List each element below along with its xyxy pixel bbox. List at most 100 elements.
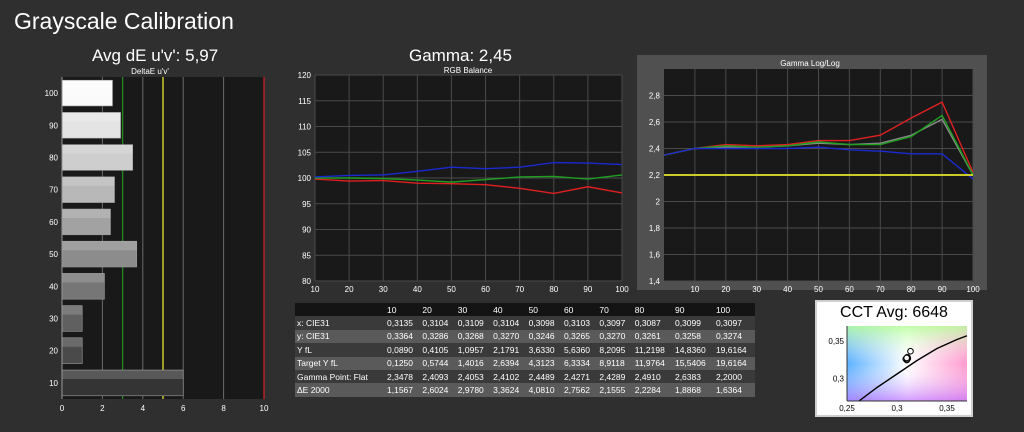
table-cell: 0,3087 — [634, 318, 661, 329]
gamma-series-line — [663, 146, 974, 180]
deltae-title: DeltaE u'v' — [131, 67, 169, 76]
table-cell: Target Y fL — [297, 358, 338, 369]
deltae-bar — [61, 208, 111, 236]
table-row: x: CIE31 0,3135 0,3104 0,3109 0,3104 0,3098 0,… — [295, 316, 755, 330]
table-cell: 19,6164 — [715, 358, 747, 369]
rgb-y-tick-label: 105 — [298, 148, 312, 157]
deltae-category-label: 70 — [49, 186, 58, 195]
gamma-x-tick-label: 30 — [752, 285, 761, 294]
table-cell: 2,4102 — [493, 371, 520, 382]
table-header-cell: 90 — [674, 304, 685, 315]
table-cell: 2,9780 — [457, 385, 484, 396]
table-cell: 2,4910 — [634, 371, 661, 382]
rgb-y-tick-label: 100 — [298, 174, 312, 183]
table-cell: 19,6164 — [715, 344, 747, 355]
table-header-cell: 30 — [457, 304, 468, 315]
deltae-bar-highlight — [62, 144, 133, 154]
table-cell: 2,3478 — [387, 371, 413, 382]
table-header-cell: 10 — [387, 304, 397, 315]
table-cell: 2,7562 — [563, 385, 590, 396]
table-row: y: CIE31 0,3364 0,3286 0,3268 0,3270 0,3246 0,… — [295, 329, 755, 344]
table-header-cell: 50 — [528, 304, 539, 315]
table-cell: 0,3268 — [457, 331, 484, 342]
rgb-y-tick-label: 95 — [302, 200, 311, 209]
table-cell: 0,3364 — [387, 331, 413, 342]
cie-x-tick-label: 0,25 — [839, 404, 855, 413]
measurement-table: 10 20 30 40 50 60 70 80 90 100 x: CIE31 0,3135 0,310… — [295, 303, 755, 397]
deltae-bar-highlight — [62, 305, 83, 315]
table-header-row: 10 20 30 40 50 60 70 80 90 100 — [295, 303, 755, 317]
table-header-cell: 100 — [715, 304, 731, 315]
rgb-y-tick-label: 110 — [298, 123, 311, 132]
table-cell: ΔE 2000 — [297, 385, 330, 396]
rgb-x-tick-label: 50 — [447, 285, 456, 294]
table-cell: 14,8360 — [674, 344, 706, 355]
gamma-x-tick-label: 10 — [690, 285, 699, 294]
gamma-series-line — [663, 101, 974, 173]
rgb-x-tick-label: 100 — [615, 285, 629, 294]
deltae-tick-label: 10 — [260, 404, 269, 413]
deltae-category-label: 20 — [49, 347, 58, 356]
table-cell: 2,4271 — [563, 371, 590, 382]
gamma-series-line — [663, 114, 974, 176]
deltae-bar — [61, 273, 105, 300]
gamma-y-tick-label: 2,8 — [649, 92, 661, 101]
table-cell: 2,6394 — [493, 358, 520, 369]
table-cell: Gamma Point: Flat — [297, 371, 368, 382]
table-cell: 2,4093 — [422, 371, 449, 382]
table-cell: 2,4489 — [528, 371, 555, 382]
table-cell: 1,1567 — [387, 385, 413, 396]
table-cell: 0,3109 — [457, 318, 484, 329]
table-cell: 0,3258 — [674, 331, 701, 342]
rgb-x-tick-label: 30 — [379, 285, 388, 294]
deltae-bar-highlight — [62, 337, 83, 347]
table-cell: x: CIE31 — [297, 318, 330, 329]
table-cell: 0,3286 — [422, 331, 449, 342]
table-cell: 2,2284 — [634, 385, 661, 396]
deltae-bar-highlight — [62, 241, 137, 251]
table-row: ΔE 2000 1,1567 2,6024 2,9780 3,3624 4,0810 2,7… — [295, 383, 755, 397]
gamma-x-tick-label: 90 — [938, 285, 947, 294]
table-cell: 2,4289 — [599, 371, 626, 382]
rgb-balance-chart: RGB Balance 80 85 90 95 100 105 110 115 120 10 20 3… — [298, 66, 630, 294]
deltae-tick-label: 6 — [181, 404, 186, 413]
rgb-title: RGB Balance — [444, 66, 493, 75]
cie-locus-line — [858, 335, 968, 402]
table-row: Target Y fL 0,1250 0,5744 1,4016 2,6394 4,312… — [295, 356, 755, 370]
table-cell: 0,3097 — [599, 318, 626, 329]
cie-x-tick-label: 0,3 — [891, 404, 903, 413]
deltae-bar-highlight — [62, 370, 184, 380]
table-cell: 2,4053 — [457, 371, 484, 382]
rgb-y-tick-label: 80 — [302, 277, 311, 286]
table-cell: 15,5406 — [674, 358, 706, 369]
table-cell: 0,5744 — [422, 358, 449, 369]
rgb-series-line — [314, 161, 623, 178]
gamma-y-tick-label: 2 — [656, 198, 661, 207]
table-cell: 0,1250 — [387, 358, 413, 369]
gamma-y-tick-label: 2,2 — [649, 171, 661, 180]
table-cell: 2,6024 — [422, 385, 449, 396]
table-header-cell: 60 — [563, 304, 574, 315]
table-cell: 0,3097 — [715, 318, 742, 329]
table-cell: 5,6360 — [563, 344, 590, 355]
gamma-title: Gamma Log/Log — [780, 59, 840, 68]
deltae-bar-highlight — [62, 209, 111, 219]
gamma-x-tick-label: 70 — [876, 285, 885, 294]
gamma-x-tick-label: 40 — [783, 285, 792, 294]
deltae-tick-label: 0 — [60, 404, 65, 413]
rgb-y-tick-label: 120 — [298, 71, 312, 80]
rgb-x-tick-label: 40 — [413, 285, 422, 294]
table-cell: 1,4016 — [457, 358, 484, 369]
gamma-x-tick-label: 50 — [814, 285, 823, 294]
deltae-bar — [61, 79, 113, 107]
cie-point — [907, 347, 914, 355]
deltae-tick-label: 4 — [141, 404, 146, 413]
table-cell: 0,4105 — [422, 344, 449, 355]
table-cell: 2,1791 — [493, 344, 520, 355]
deltae-bar-highlight — [62, 112, 121, 122]
gamma-y-tick-label: 2,6 — [649, 118, 661, 127]
page-title: Grayscale Calibration — [14, 8, 234, 34]
cie-gradient-overlay — [847, 326, 967, 401]
rgb-x-tick-label: 70 — [515, 285, 524, 294]
deltae-tick-label: 2 — [100, 404, 105, 413]
